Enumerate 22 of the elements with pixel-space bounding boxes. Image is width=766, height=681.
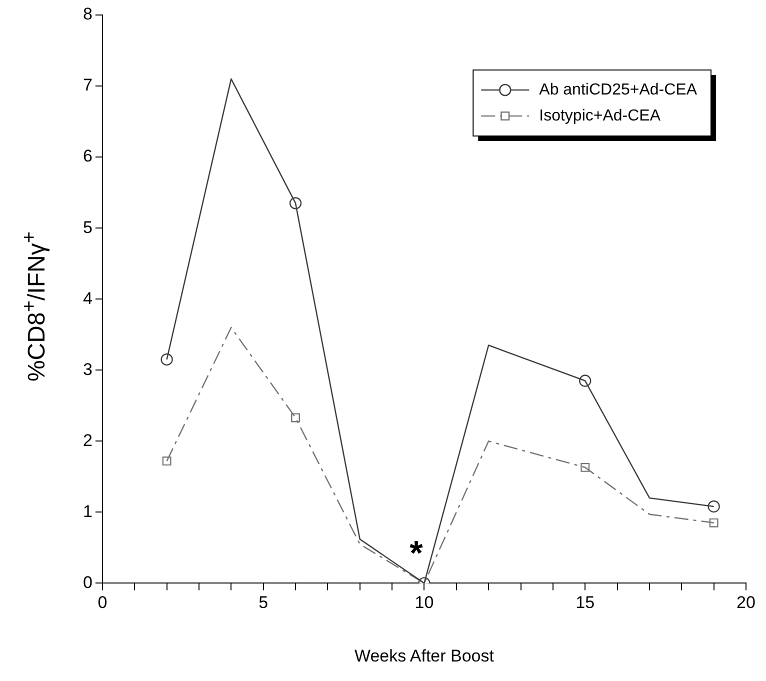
annotation: * [410,534,424,573]
x-axis-title: Weeks After Boost [354,646,494,666]
y-tick-label: 6 [82,146,92,166]
x-tick-label: 5 [258,593,268,612]
y-tick-label: 2 [82,430,92,450]
y-tick-label: 1 [82,502,92,521]
point [708,500,720,513]
legend-label: Isotypic+Ad-CEA [539,107,661,124]
y-tick-label: 8 [82,4,92,24]
point [160,353,173,366]
point [709,518,718,528]
y-tick-label: 7 [82,76,92,95]
legend-label: Ab antiCD25+Ad-CEA [539,81,698,98]
y-tick-label: 4 [82,288,92,308]
x-tick-label: 20 [736,593,756,612]
x-tick-label: 0 [98,593,108,612]
point [291,413,300,422]
y-tick-label: 3 [82,360,92,379]
x-tick-label: 15 [576,593,595,612]
y-tick-label: 5 [82,218,92,237]
x-tick-label: 10 [414,593,434,612]
y-tick-label: 0 [82,572,92,592]
